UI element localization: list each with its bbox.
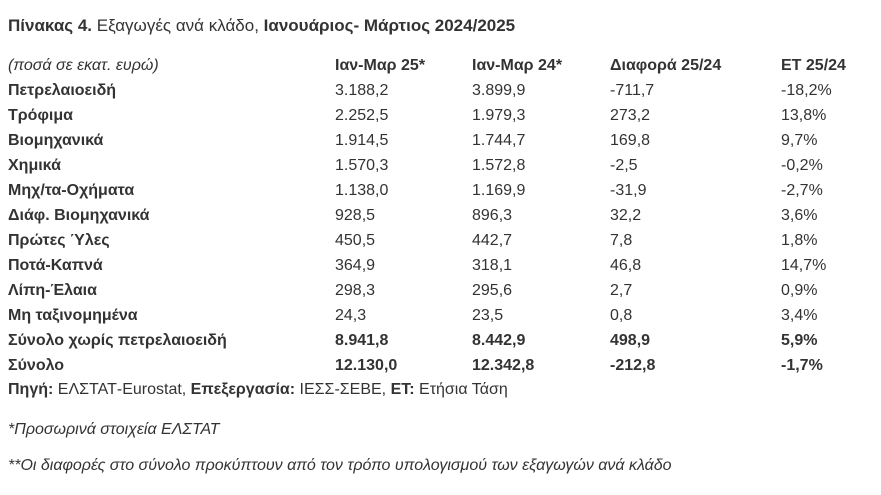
table-cell: 2.252,5 (335, 107, 389, 124)
table-cell: 1.979,3 (472, 107, 526, 124)
table-cell: Πετρελαιοειδή (8, 82, 117, 99)
source-part: Πηγή: (8, 381, 54, 398)
table-cell: -2,5 (610, 157, 638, 174)
table-cell: 46,8 (610, 257, 642, 274)
source-part: Επεξεργασία: (190, 381, 296, 398)
table-cell: 450,5 (335, 232, 376, 249)
table-cell: 3,6% (781, 207, 818, 224)
title: Πίνακας 4. Εξαγωγές ανά κλάδο, Ιανουάριο… (8, 16, 515, 36)
table-cell: 0,8 (610, 307, 633, 324)
title-part: Πίνακας 4. (8, 16, 93, 35)
table-cell: 896,3 (472, 207, 513, 224)
table-cell: 298,3 (335, 282, 376, 299)
table-cell: 364,9 (335, 257, 376, 274)
table-cell: 0,9% (781, 282, 818, 299)
table-cell: Τρόφιμα (8, 107, 73, 124)
table-cell: 2,7 (610, 282, 633, 299)
table-cell: 9,7% (781, 132, 818, 149)
table-cell: 1.138,0 (335, 182, 389, 199)
table-cell: 1.570,3 (335, 157, 389, 174)
table-cell: 13,8% (781, 107, 827, 124)
table-cell: 928,5 (335, 207, 376, 224)
table-cell: 14,7% (781, 257, 827, 274)
total-cell: -1,7% (781, 357, 823, 374)
table-cell: Χημικά (8, 157, 61, 174)
source-part: ΕΤ: (390, 381, 415, 398)
table-cell: -711,7 (610, 82, 655, 99)
table-cell: 1.744,7 (472, 132, 526, 149)
table-cell: Βιομηχανικά (8, 132, 104, 149)
total-cell: 12.342,8 (472, 357, 535, 374)
total-cell: 12.130,0 (335, 357, 398, 374)
total-cell: Σύνολο χωρίς πετρελαιοειδή (8, 332, 227, 349)
column-header: Ιαν-Μαρ 25* (335, 57, 426, 74)
table-cell: -18,2% (781, 82, 832, 99)
table-cell: 3,4% (781, 307, 818, 324)
total-cell: 8.442,9 (472, 332, 526, 349)
source-part: ΕΛΣΤΑΤ-Eurostat, (53, 381, 191, 398)
table-cell: Διάφ. Βιομηχανικά (8, 207, 150, 224)
title-part: Ιανουάριος- Μάρτιος 2024/2025 (263, 16, 516, 35)
table-cell: 1,8% (781, 232, 818, 249)
column-header: ΕΤ 25/24 (781, 57, 846, 74)
table-cell: Μηχ/τα-Οχήματα (8, 182, 135, 199)
total-cell: Σύνολο (8, 357, 65, 374)
table-cell: 3.188,2 (335, 82, 389, 99)
column-header: Ιαν-Μαρ 24* (472, 57, 563, 74)
table-cell: 1.572,8 (472, 157, 526, 174)
total-cell: 5,9% (781, 332, 818, 349)
title-part: Εξαγωγές ανά κλάδο, (92, 16, 264, 35)
table-cell: -31,9 (610, 182, 647, 199)
table-cell: 295,6 (472, 282, 513, 299)
table-cell: 32,2 (610, 207, 642, 224)
table-cell: 318,1 (472, 257, 513, 274)
table-cell: 169,8 (610, 132, 651, 149)
table-cell: 1.914,5 (335, 132, 389, 149)
table-cell: -0,2% (781, 157, 823, 174)
table-cell: -2,7% (781, 182, 823, 199)
table-cell: 3.899,9 (472, 82, 526, 99)
note: *Προσωρινά στοιχεία ΕΛΣΤΑΤ (8, 421, 220, 438)
source-part: ΙΕΣΣ-ΣΕΒΕ, (295, 381, 391, 398)
column-header: Διαφορά 25/24 (610, 57, 722, 74)
source-part: Ετήσια Τάση (414, 381, 508, 398)
source: Πηγή: ΕΛΣΤΑΤ-Eurostat, Επεξεργασία: ΙΕΣΣ… (8, 380, 508, 400)
table-cell: 24,3 (335, 307, 367, 324)
column-header: (ποσά σε εκατ. ευρώ) (8, 57, 159, 74)
total-cell: -212,8 (610, 357, 656, 374)
table-cell: 1.169,9 (472, 182, 526, 199)
total-cell: 498,9 (610, 332, 651, 349)
table-cell: 273,2 (610, 107, 651, 124)
table-cell: Μη ταξινομημένα (8, 307, 138, 324)
table-cell: Ποτά-Καπνά (8, 257, 103, 274)
table-cell: 442,7 (472, 232, 513, 249)
table-cell: Λίπη-Έλαια (8, 282, 97, 299)
table-cell: Πρώτες Ύλες (8, 232, 110, 249)
table-cell: 23,5 (472, 307, 504, 324)
total-cell: 8.941,8 (335, 332, 389, 349)
table-cell: 7,8 (610, 232, 633, 249)
note: **Οι διαφορές στο σύνολο προκύπτουν από … (8, 457, 672, 474)
